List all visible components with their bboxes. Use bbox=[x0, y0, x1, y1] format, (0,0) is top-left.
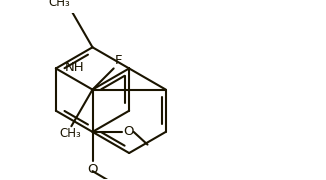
Text: NH: NH bbox=[64, 61, 84, 74]
Text: F: F bbox=[115, 54, 123, 67]
Text: O: O bbox=[124, 125, 134, 138]
Text: O: O bbox=[87, 163, 98, 176]
Text: CH₃: CH₃ bbox=[59, 127, 81, 141]
Text: CH₃: CH₃ bbox=[48, 0, 70, 9]
